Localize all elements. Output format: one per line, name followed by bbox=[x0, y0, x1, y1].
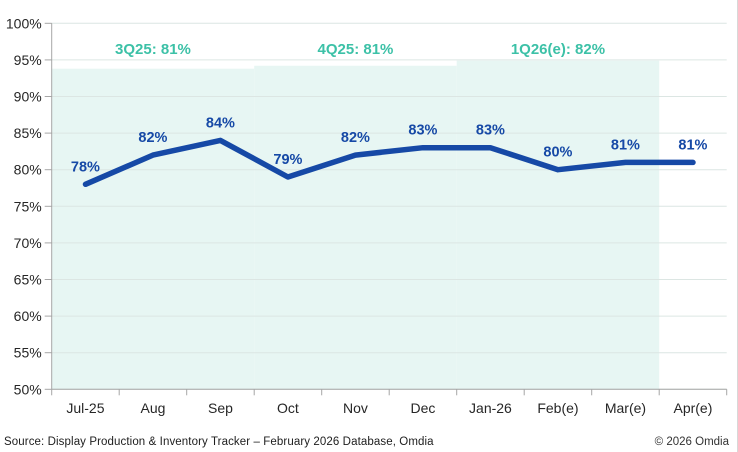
x-axis-category-label: Jul-25 bbox=[66, 400, 104, 416]
y-axis-tick-label: 60% bbox=[14, 308, 42, 324]
source-note: Source: Display Production & Inventory T… bbox=[4, 436, 434, 448]
x-axis-category-label: Feb(e) bbox=[537, 400, 578, 416]
quarter-annotation: 3Q25: 81% bbox=[115, 41, 191, 58]
x-axis-category-label: Jan-26 bbox=[469, 400, 512, 416]
quarter-annotation: 4Q25: 81% bbox=[318, 41, 394, 58]
x-axis-category-label: Oct bbox=[277, 400, 299, 416]
y-axis-tick-label: 50% bbox=[14, 381, 42, 397]
y-axis-tick-label: 95% bbox=[14, 52, 42, 68]
data-point-label: 80% bbox=[543, 145, 572, 161]
data-point-label: 82% bbox=[341, 130, 370, 146]
x-axis-category-label: Nov bbox=[343, 400, 368, 416]
y-axis-tick-label: 75% bbox=[14, 198, 42, 214]
y-axis-tick-label: 65% bbox=[14, 272, 42, 288]
quarter-band bbox=[456, 60, 660, 390]
y-axis-tick-label: 100% bbox=[6, 15, 42, 31]
y-axis-tick-label: 85% bbox=[14, 125, 42, 141]
data-point-label: 83% bbox=[476, 123, 505, 139]
x-axis-category-label: Mar(e) bbox=[605, 400, 646, 416]
data-point-label: 79% bbox=[273, 152, 302, 168]
utilization-line-chart: 78% 82% 84% 79% 82% 83% 83% 80% 81% 81% 3Q25: 81% 4… bbox=[6, 15, 728, 416]
x-axis-category-label: Apr(e) bbox=[673, 400, 712, 416]
data-point-label: 81% bbox=[611, 137, 640, 153]
y-axis-tick-label: 90% bbox=[14, 89, 42, 105]
quarter-band bbox=[254, 65, 457, 390]
data-point-label: 84% bbox=[206, 115, 235, 131]
series-line bbox=[82, 137, 696, 188]
x-axis-category-label: Dec bbox=[410, 400, 435, 416]
data-point-label: 83% bbox=[408, 123, 437, 139]
x-axis-category-label: Sep bbox=[208, 400, 233, 416]
x-axis-category-label: Aug bbox=[140, 400, 165, 416]
y-axis-tick-label: 55% bbox=[14, 345, 42, 361]
quarter-band bbox=[51, 68, 255, 390]
data-point-label: 78% bbox=[71, 159, 100, 175]
y-axis-tick-label: 70% bbox=[14, 235, 42, 251]
data-point-label: 82% bbox=[138, 130, 167, 146]
quarter-annotation: 1Q26(e): 82% bbox=[511, 41, 605, 58]
y-axis-tick-label: 80% bbox=[14, 162, 42, 178]
data-point-label: 81% bbox=[678, 137, 707, 153]
copyright-note: © 2026 Omdia bbox=[654, 436, 729, 448]
